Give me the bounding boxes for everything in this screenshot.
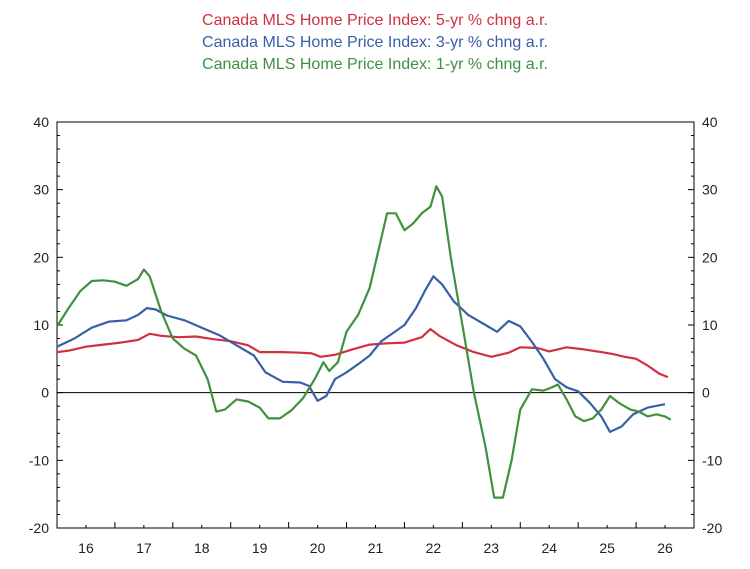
y-tick-label-left: 40	[33, 114, 49, 130]
x-tick-label: 19	[252, 540, 268, 556]
x-tick-label: 24	[541, 540, 557, 556]
x-tick-label: 17	[136, 540, 152, 556]
series-line-3yr	[56, 275, 666, 433]
legend-item-5yr: Canada MLS Home Price Index: 5-yr % chng…	[202, 12, 548, 29]
y-tick-label-left: 0	[41, 385, 49, 401]
x-tick-label: 25	[599, 540, 615, 556]
y-tick-label-right: 0	[702, 385, 710, 401]
x-tick-label: 26	[657, 540, 673, 556]
y-tick-label-right: -10	[702, 452, 722, 468]
series-line-5yr	[56, 328, 669, 379]
y-tick-label-right: -20	[702, 520, 722, 536]
y-tick-label-right: 40	[702, 114, 718, 130]
x-tick-label: 20	[310, 540, 326, 556]
x-tick-label: 18	[194, 540, 210, 556]
plot-frame	[56, 121, 695, 529]
series-line-1yr	[56, 185, 672, 499]
y-tick-label-left: 20	[33, 249, 49, 265]
y-tick-label-left: 30	[33, 182, 49, 198]
legend-item-3yr: Canada MLS Home Price Index: 3-yr % chng…	[202, 34, 548, 51]
x-tick-label: 21	[368, 540, 384, 556]
y-tick-label-right: 10	[702, 317, 718, 333]
y-tick-label-left: -10	[29, 452, 49, 468]
y-tick-label-left: -20	[29, 520, 49, 536]
chart-legend: Canada MLS Home Price Index: 5-yr % chng…	[0, 10, 750, 76]
y-tick-label-right: 20	[702, 249, 718, 265]
x-tick-label: 16	[78, 540, 94, 556]
y-tick-label-right: 30	[702, 182, 718, 198]
legend-item-1yr: Canada MLS Home Price Index: 1-yr % chng…	[202, 56, 548, 73]
x-tick-label: 22	[426, 540, 442, 556]
y-tick-label-left: 10	[33, 317, 49, 333]
x-tick-label: 23	[484, 540, 500, 556]
